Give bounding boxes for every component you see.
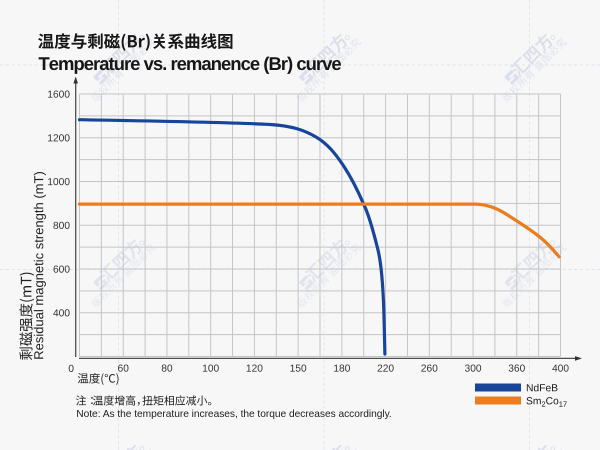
svg-text:Note: As the temperature incre: Note: As the temperature increases, the … [76, 409, 391, 420]
